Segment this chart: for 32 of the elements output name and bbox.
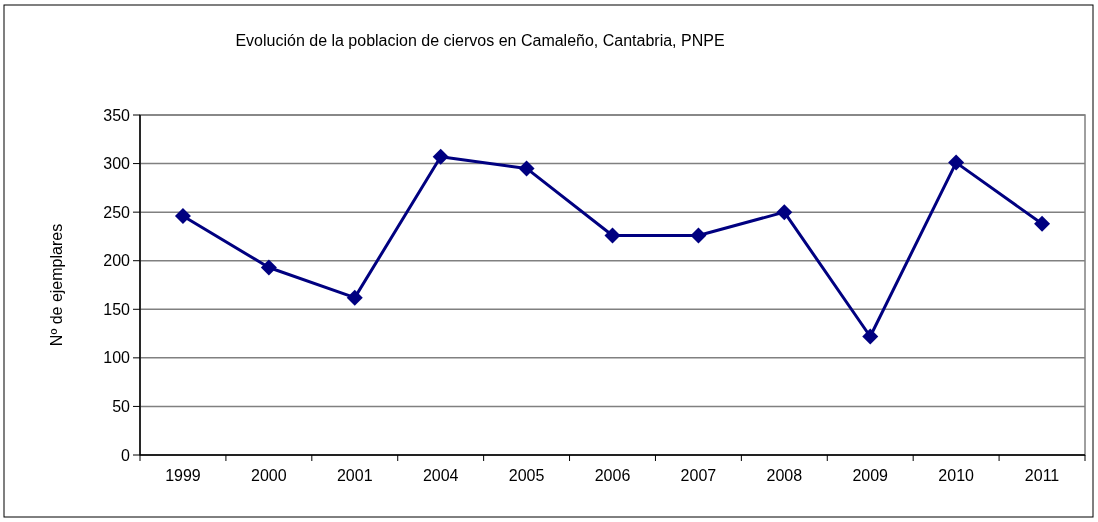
x-tick-label: 2008 — [766, 467, 803, 484]
x-tick-label: 2009 — [852, 467, 889, 484]
point — [518, 160, 535, 177]
x-tick-label: 2006 — [594, 467, 631, 484]
x-tick-label: 2001 — [336, 467, 373, 484]
point — [260, 259, 277, 276]
point — [1034, 215, 1051, 232]
point — [346, 289, 363, 306]
y-tick-label: 200 — [103, 252, 131, 270]
point — [862, 328, 879, 345]
x-tick-label: 2005 — [508, 467, 545, 484]
x-tick-label: 2011 — [1024, 467, 1060, 484]
x-tick-label: 2004 — [422, 467, 459, 484]
y-tick-label: 350 — [103, 106, 131, 124]
point — [432, 148, 449, 165]
point — [776, 204, 793, 221]
x-tick-label: 2007 — [680, 467, 717, 484]
x-tick-label: 2000 — [251, 467, 287, 484]
point — [948, 154, 965, 171]
y-tick-label: 0 — [121, 446, 131, 464]
y-tick-label: 50 — [112, 398, 131, 416]
y-axis-title: Nº de ejemplares — [48, 223, 65, 347]
point — [174, 208, 191, 225]
y-tick-label: 100 — [103, 349, 131, 367]
point — [604, 227, 621, 244]
chart-title: Evolución de la poblacion de ciervos en Camaleño, Cantabria, PNPE — [235, 32, 725, 49]
x-tick-label: 2010 — [938, 467, 975, 484]
y-tick-label: 250 — [103, 203, 131, 221]
y-tick-label: 150 — [103, 300, 131, 318]
y-tick-label: 300 — [103, 155, 131, 173]
point — [690, 227, 707, 244]
x-tick-label: 1999 — [165, 467, 201, 484]
